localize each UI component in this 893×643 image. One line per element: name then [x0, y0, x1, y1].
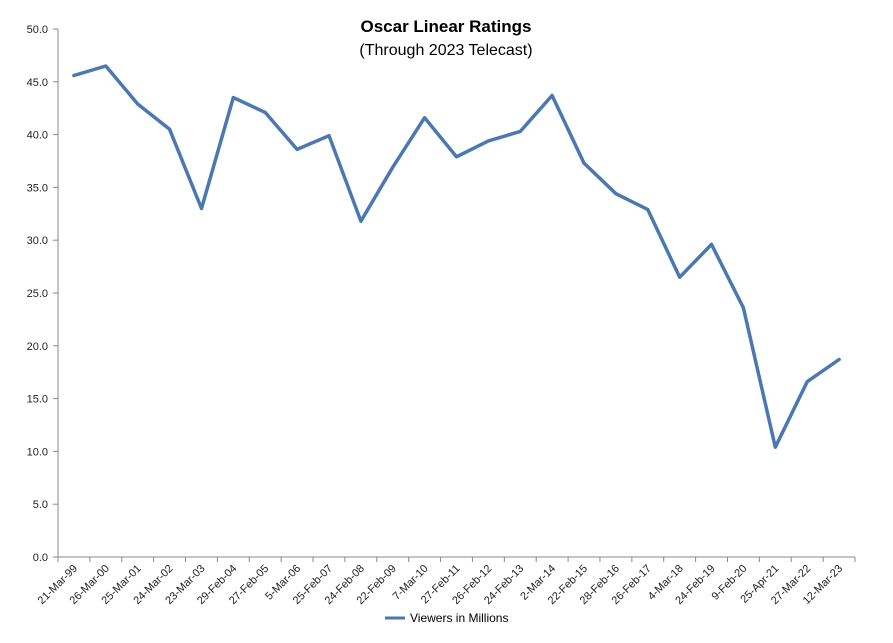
data-point: [455, 155, 458, 159]
data-point: [104, 64, 108, 68]
y-tick-label: 0.0: [33, 552, 48, 564]
chart-title: Oscar Linear Ratings: [360, 17, 531, 36]
data-point: [327, 134, 331, 138]
y-tick-label: 10.0: [27, 446, 48, 458]
data-point: [231, 96, 235, 100]
y-tick-label: 50.0: [27, 24, 48, 36]
y-tick-label: 15.0: [27, 394, 48, 406]
y-tick-label: 20.0: [27, 341, 48, 353]
data-point: [710, 242, 713, 246]
data-point: [72, 74, 76, 77]
data-point: [614, 192, 618, 196]
chart-subtitle: (Through 2023 Telecast): [359, 42, 532, 59]
y-axis-ticks: 0.0 5.0 10.0 15.0 20.0 25.0 30.0 35.0 40.0 45.0 50…: [27, 24, 58, 564]
data-point: [168, 127, 172, 131]
data-point: [295, 147, 299, 151]
y-tick-label: 40.0: [27, 130, 48, 142]
y-tick-label: 45.0: [27, 77, 48, 89]
data-point: [486, 139, 490, 143]
data-point: [518, 129, 522, 133]
data-point: [805, 380, 809, 384]
data-point: [359, 219, 363, 223]
legend: Viewers in Millions: [385, 611, 508, 625]
data-point: [582, 161, 586, 165]
data-point: [837, 358, 841, 361]
data-point: [678, 275, 682, 279]
data-point: [773, 445, 777, 449]
data-point: [741, 306, 745, 310]
x-axis-ticks: 21-Mar-9926-Mar-0025-Mar-0124-Mar-0223-M…: [36, 557, 856, 607]
data-point: [136, 102, 140, 106]
data-point: [646, 208, 650, 212]
data-point: [200, 207, 203, 210]
y-tick-label: 5.0: [33, 499, 48, 511]
y-tick-label: 30.0: [27, 235, 48, 247]
data-point: [263, 110, 267, 114]
series-layer: [72, 64, 841, 449]
data-point: [391, 165, 395, 169]
data-point: [550, 94, 554, 97]
series-line-0: [72, 64, 841, 449]
data-point: [423, 116, 427, 120]
y-tick-label: 25.0: [27, 288, 48, 300]
y-tick-label: 35.0: [27, 182, 48, 194]
legend-label: Viewers in Millions: [410, 611, 508, 625]
